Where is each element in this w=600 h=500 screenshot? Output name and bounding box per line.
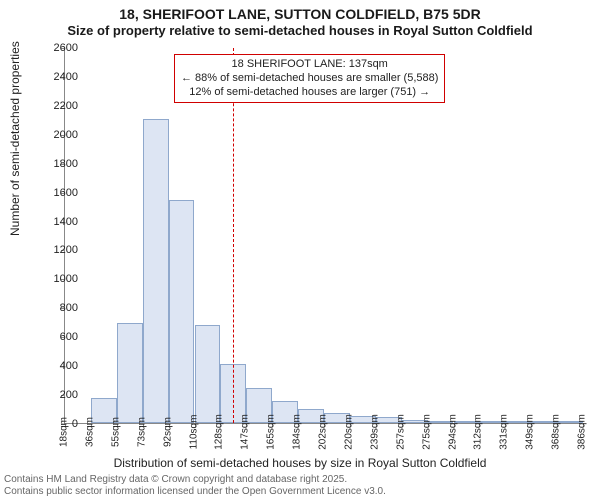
chart-subtitle: Size of property relative to semi-detach… [0,23,600,38]
ytick-label: 2200 [54,100,78,112]
xtick-label: 184sqm [292,414,303,450]
ytick-label: 2600 [54,42,78,54]
ytick-label: 1200 [54,244,78,256]
ytick-label: 400 [60,360,78,372]
xtick-label: 128sqm [214,414,225,450]
xtick-label: 294sqm [447,414,458,450]
ytick-label: 1600 [54,187,78,199]
xtick-label: 368sqm [551,414,562,450]
ytick-label: 0 [72,418,78,430]
xtick-label: 386sqm [577,414,588,450]
xtick-label: 312sqm [473,414,484,450]
attribution-line2: Contains public sector information licen… [4,486,386,498]
ytick-label: 2400 [54,71,78,83]
attribution: Contains HM Land Registry data © Crown c… [4,474,386,498]
histogram-bar [143,119,169,423]
xtick-label: 55sqm [110,417,121,447]
ytick-label: 1000 [54,273,78,285]
ytick-label: 600 [60,331,78,343]
xtick-label: 257sqm [395,414,406,450]
histogram-bar [169,200,195,423]
annotation-line3: 12% of semi-detached houses are larger (… [181,86,438,100]
xtick-label: 110sqm [188,415,199,450]
chart-area: 18 SHERIFOOT LANE: 137sqm← 88% of semi-d… [64,48,582,424]
plot-area [64,48,582,424]
y-axis-label: Number of semi-detached properties [8,41,22,236]
annotation-box: 18 SHERIFOOT LANE: 137sqm← 88% of semi-d… [174,54,445,103]
xtick-label: 165sqm [266,414,277,450]
xtick-label: 202sqm [318,414,329,450]
histogram-bar [117,323,143,423]
annotation-line1: 18 SHERIFOOT LANE: 137sqm [181,58,438,72]
xtick-label: 220sqm [343,414,354,450]
xtick-label: 275sqm [421,414,432,450]
attribution-line1: Contains HM Land Registry data © Crown c… [4,474,386,486]
chart-title: 18, SHERIFOOT LANE, SUTTON COLDFIELD, B7… [0,6,600,22]
xtick-label: 239sqm [369,414,380,450]
xtick-label: 92sqm [162,417,173,447]
ytick-label: 1400 [54,216,78,228]
histogram-bar [195,325,221,423]
xtick-label: 147sqm [240,414,251,450]
ytick-label: 200 [60,389,78,401]
xtick-label: 73sqm [136,417,147,447]
ytick-label: 1800 [54,158,78,170]
xtick-label: 331sqm [499,414,510,450]
x-axis-label: Distribution of semi-detached houses by … [0,456,600,470]
ytick-label: 800 [60,302,78,314]
marker-line [233,48,234,423]
ytick-label: 2000 [54,129,78,141]
xtick-label: 36sqm [84,417,95,447]
xtick-label: 18sqm [59,417,70,447]
xtick-label: 349sqm [525,414,536,450]
annotation-line2: ← 88% of semi-detached houses are smalle… [181,72,438,86]
